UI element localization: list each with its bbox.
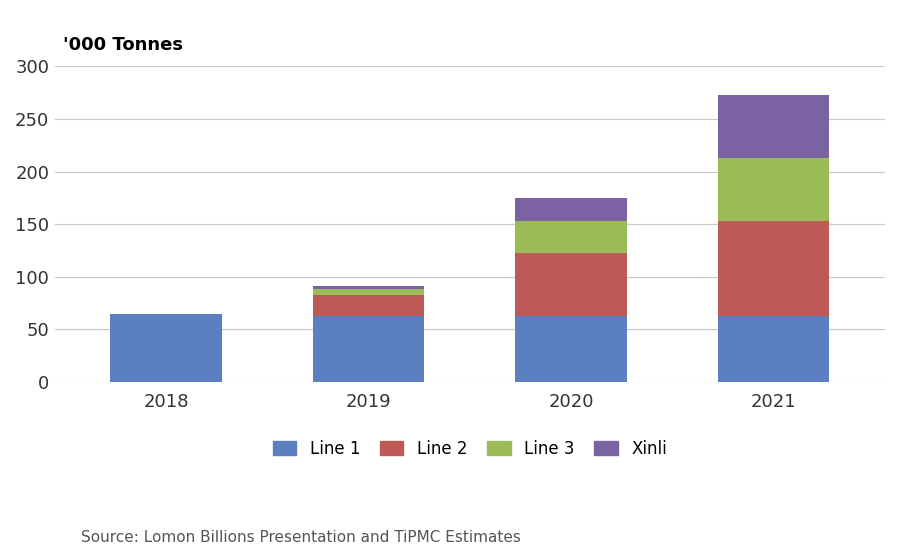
Bar: [516, 316, 626, 382]
Bar: [313, 316, 424, 382]
Bar: [111, 314, 222, 382]
Bar: [718, 95, 829, 158]
Bar: [516, 221, 626, 252]
Bar: [516, 252, 626, 316]
Bar: [516, 198, 626, 221]
Bar: [718, 158, 829, 221]
Bar: [718, 316, 829, 382]
Bar: [313, 295, 424, 316]
Bar: [313, 289, 424, 295]
Bar: [313, 286, 424, 289]
Legend: Line 1, Line 2, Line 3, Xinli: Line 1, Line 2, Line 3, Xinli: [265, 431, 675, 466]
Text: '000 Tonnes: '000 Tonnes: [63, 36, 183, 54]
Text: Source: Lomon Billions Presentation and TiPMC Estimates: Source: Lomon Billions Presentation and …: [81, 530, 521, 544]
Bar: [718, 221, 829, 316]
